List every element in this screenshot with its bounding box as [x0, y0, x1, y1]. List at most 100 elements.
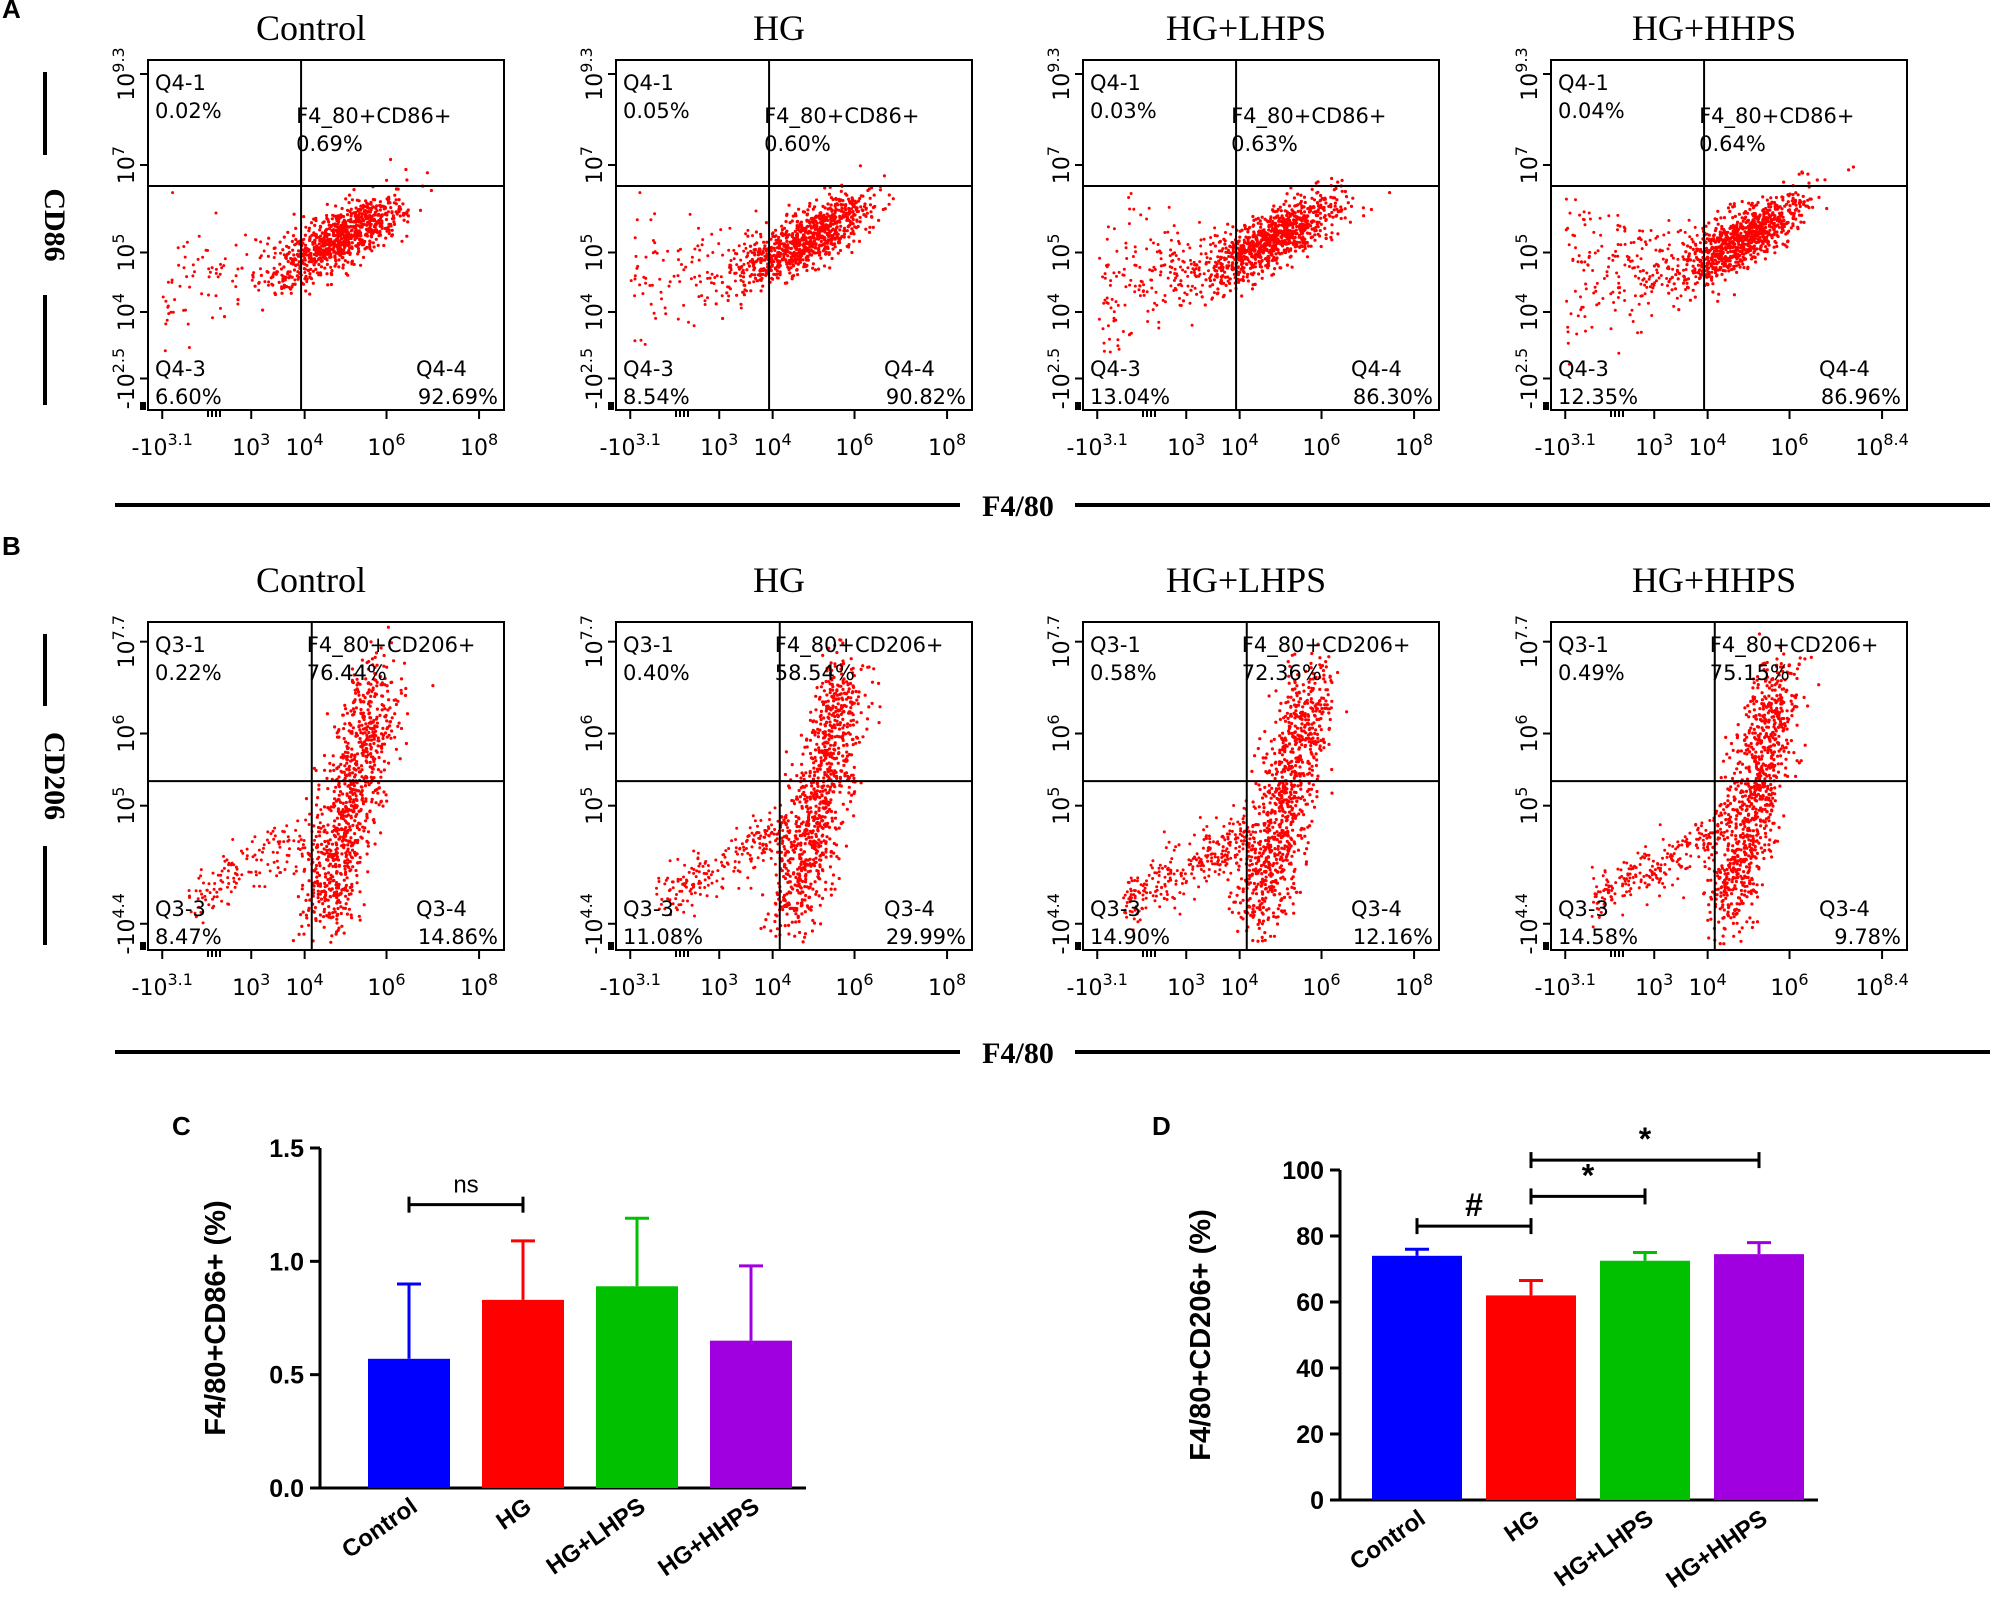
scatter-point — [833, 236, 837, 240]
scatter-point — [666, 249, 670, 253]
scatter-point — [1751, 206, 1755, 210]
scatter-point — [1773, 205, 1777, 209]
scatter-point — [844, 211, 848, 216]
scatter-point — [365, 812, 369, 816]
x-tick-label: -103.1 — [600, 430, 661, 461]
scatter-point — [1682, 268, 1685, 272]
scatter-point — [1721, 268, 1725, 273]
scatter-point — [1627, 256, 1631, 259]
scatter-point — [186, 322, 190, 326]
scatter-point — [250, 278, 254, 282]
scatter-point — [1768, 223, 1772, 227]
scatter-point — [1266, 266, 1270, 270]
scatter-point — [381, 736, 385, 741]
scatter-point — [1633, 274, 1637, 278]
scatter-point — [764, 221, 769, 225]
scatter-point — [1633, 294, 1637, 298]
scatter-point — [385, 213, 389, 217]
scatter-point — [798, 255, 803, 260]
scatter-point — [1223, 275, 1228, 279]
plot-title: HG — [753, 8, 805, 48]
scatter-point — [318, 919, 322, 923]
scatter-point — [214, 271, 218, 275]
scatter-point — [1756, 252, 1760, 256]
scatter-point — [1717, 260, 1721, 264]
scatter-point — [234, 285, 238, 289]
scatter-point — [821, 216, 825, 220]
scatter-point — [1177, 239, 1180, 243]
scatter-point — [1242, 238, 1246, 242]
scatter-point — [1786, 200, 1790, 204]
scatter-point — [1255, 239, 1259, 243]
scatter-point — [1185, 293, 1189, 296]
scatter-point — [1214, 260, 1217, 264]
scatter-point — [322, 866, 326, 871]
scatter-point — [1240, 294, 1244, 298]
scatter-point — [729, 287, 732, 291]
scatter-point — [1215, 234, 1219, 238]
scatter-point — [813, 246, 818, 250]
scatter-point — [387, 197, 391, 201]
scatter-point — [1578, 213, 1582, 217]
scatter-point — [828, 266, 832, 270]
scatter-point — [1576, 314, 1580, 318]
panel-label-d: D — [1152, 1111, 1171, 1141]
scatter-point — [1648, 275, 1652, 279]
scatter-point — [372, 741, 376, 746]
scatter-point — [1772, 222, 1776, 226]
scatter-point — [829, 234, 833, 238]
scatter-point — [185, 240, 189, 244]
scatter-point — [1650, 290, 1654, 294]
scatter-point — [1752, 251, 1756, 255]
scatter-point — [1215, 274, 1219, 279]
scatter-point — [318, 271, 322, 275]
scatter-point — [1156, 243, 1160, 246]
scatter-point — [344, 197, 348, 201]
scatter-point — [364, 722, 368, 726]
scatter-point — [1266, 233, 1270, 237]
scatter-point — [1137, 288, 1141, 292]
scatter-point — [774, 256, 778, 260]
scatter-point — [1659, 274, 1663, 277]
scatter-point — [343, 703, 347, 708]
scatter-point — [1566, 325, 1570, 329]
scatter-point — [1662, 233, 1666, 237]
scatter-point — [394, 187, 398, 191]
scatter-point — [838, 248, 843, 253]
scatter-point — [1323, 226, 1327, 230]
scatter-point — [842, 229, 846, 233]
scatter-point — [1776, 215, 1780, 220]
scatter-point — [1202, 272, 1206, 276]
scatter-point — [788, 221, 792, 225]
scatter-point — [308, 235, 312, 239]
scatter-point — [316, 271, 320, 275]
scatter-point — [1242, 266, 1245, 270]
scatter-point — [166, 305, 170, 309]
scatter-point — [1186, 266, 1190, 270]
scatter-point — [393, 735, 397, 739]
scatter-point — [376, 243, 380, 247]
scatter-point — [1306, 225, 1310, 230]
scatter-point — [281, 277, 285, 281]
scatter-point — [1797, 213, 1802, 217]
scatter-point — [1343, 216, 1347, 220]
scatter-point — [329, 237, 333, 241]
scatter-point — [1259, 250, 1263, 254]
scatter-point — [334, 204, 338, 208]
quadrant-3-percent: 13.04% — [1090, 385, 1170, 409]
scatter-point — [863, 202, 867, 206]
scatter-point — [1765, 198, 1769, 202]
scatter-point — [780, 224, 784, 228]
scatter-point — [1665, 277, 1669, 280]
y-tick-text: 109.3 — [577, 47, 608, 100]
scatter-point — [788, 271, 792, 275]
scatter-point — [374, 206, 378, 210]
scatter-point — [357, 219, 361, 223]
scatter-point — [824, 223, 828, 227]
scatter-point — [354, 216, 358, 220]
scatter-point — [1616, 286, 1620, 290]
scatter-point — [1593, 251, 1597, 255]
scatter-point — [733, 279, 737, 283]
scatter-point — [697, 295, 701, 299]
scatter-point — [1138, 294, 1142, 298]
